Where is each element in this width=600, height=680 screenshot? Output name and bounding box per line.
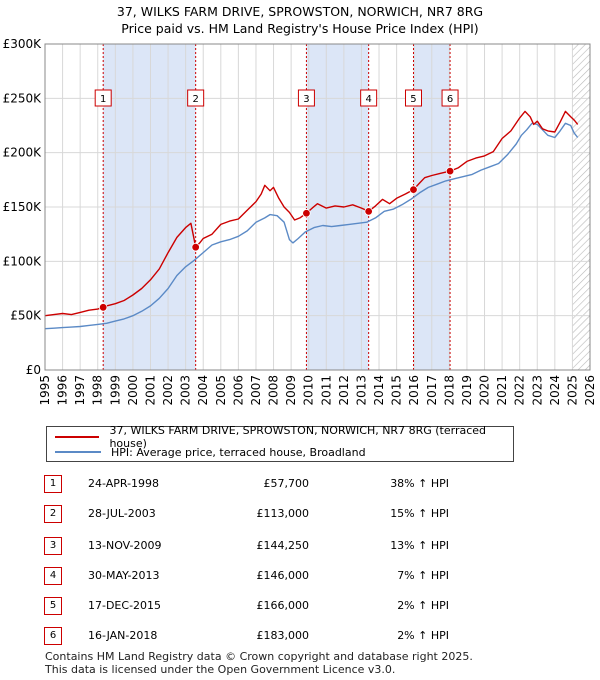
x-tick-label: 2025 — [565, 375, 579, 406]
transaction-price: £144,250 — [256, 539, 310, 552]
x-tick-label: 2026 — [583, 375, 597, 406]
transaction-number-badge: 6 — [44, 627, 62, 645]
transaction-hpi-diff: 15% ↑ HPI — [390, 507, 449, 520]
transaction-price: £113,000 — [256, 507, 310, 520]
sale-point-marker — [364, 207, 373, 216]
sale-point-marker — [191, 243, 200, 252]
x-tick-label: 1997 — [73, 375, 87, 406]
x-tick-label: 2021 — [495, 375, 509, 406]
transaction-number-badge: 1 — [44, 475, 62, 493]
sale-number-label: 5 — [410, 94, 416, 105]
transaction-number-badge: 5 — [44, 597, 62, 615]
x-tick-label: 2000 — [126, 375, 140, 406]
sale-number-label: 6 — [447, 94, 453, 105]
x-tick-label: 2016 — [407, 375, 421, 406]
transaction-price: £146,000 — [256, 569, 310, 582]
transaction-date: 13-NOV-2009 — [88, 539, 162, 552]
x-tick-label: 2011 — [319, 375, 333, 406]
x-tick-label: 2018 — [442, 375, 456, 406]
x-tick-label: 1995 — [38, 375, 52, 406]
transaction-price: £166,000 — [256, 599, 310, 612]
x-tick-label: 2006 — [231, 375, 245, 406]
sale-number-label: 2 — [192, 94, 198, 105]
sale-number-label: 1 — [100, 94, 106, 105]
legend: 37, WILKS FARM DRIVE, SPROWSTON, NORWICH… — [46, 424, 514, 462]
x-tick-label: 1998 — [91, 375, 105, 406]
x-tick-label: 2014 — [372, 375, 386, 406]
x-tick-label: 2010 — [302, 375, 316, 406]
legend-line-hpi-swatch — [55, 451, 101, 453]
sale-point-marker — [98, 303, 108, 312]
transaction-date: 16-JAN-2018 — [88, 629, 158, 642]
sale-number-box — [297, 89, 315, 107]
transaction-hpi-diff: 7% ↑ HPI — [397, 569, 449, 582]
sale-number-box — [360, 89, 378, 107]
price-paid-series-line — [44, 110, 579, 317]
y-tick-label: £250K — [3, 91, 43, 105]
x-tick-label: 2004 — [196, 375, 210, 406]
transaction-price: £183,000 — [256, 629, 310, 642]
sale-number-box — [404, 89, 422, 107]
y-tick-label: £200K — [3, 146, 43, 160]
plot-frame — [44, 43, 591, 371]
sale-number-box — [94, 89, 112, 107]
transaction-date: 28-JUL-2003 — [88, 507, 156, 520]
x-tick-label: 2001 — [143, 375, 157, 406]
x-tick-label: 2005 — [214, 375, 228, 406]
transaction-number-badge: 2 — [44, 505, 62, 523]
legend-label-hpi: HPI: Average price, terraced house, Broa… — [111, 445, 366, 459]
transaction-hpi-diff: 38% ↑ HPI — [390, 477, 449, 490]
sale-number-label: 3 — [303, 94, 309, 105]
x-tick-label: 2023 — [530, 375, 544, 406]
footer-licence: This data is licensed under the Open Gov… — [45, 663, 396, 676]
x-tick-label: 1999 — [108, 375, 122, 406]
x-tick-label: 2020 — [478, 375, 492, 406]
legend-label-price: 37, WILKS FARM DRIVE, SPROWSTON, NORWICH… — [109, 424, 486, 450]
chart-subtitle: Price paid vs. HM Land Registry's House … — [121, 21, 479, 36]
sale-number-box — [187, 89, 205, 107]
sale-point-marker — [445, 166, 455, 176]
transaction-hpi-diff: 13% ↑ HPI — [390, 539, 449, 552]
y-tick-label: £300K — [3, 37, 43, 51]
legend-line-price-swatch — [55, 436, 100, 438]
transaction-date: 30-MAY-2013 — [88, 569, 160, 582]
legend-item-hpi: HPI: Average price, terraced house, Broa… — [55, 445, 366, 459]
x-tick-label: 2009 — [284, 375, 298, 406]
sale-number-label: 4 — [365, 94, 371, 105]
transaction-price: £57,700 — [263, 477, 310, 490]
x-tick-label: 2013 — [354, 375, 368, 406]
transaction-hpi-diff: 2% ↑ HPI — [397, 629, 449, 642]
x-tick-label: 2019 — [460, 375, 474, 406]
x-tick-label: 2008 — [267, 375, 281, 406]
sale-point-marker — [302, 209, 311, 218]
transaction-hpi-diff: 2% ↑ HPI — [397, 599, 449, 612]
legend-item-price: 37, WILKS FARM DRIVE, SPROWSTON, NORWICH… — [55, 424, 513, 450]
y-tick-label: £150K — [3, 200, 43, 214]
sale-point-marker — [409, 185, 418, 194]
transaction-number-badge: 4 — [44, 567, 62, 585]
y-tick-label: £50K — [10, 309, 42, 323]
x-tick-label: 2015 — [390, 375, 404, 406]
x-tick-label: 2022 — [513, 375, 527, 406]
y-tick-label: £100K — [3, 254, 43, 268]
transaction-number-badge: 3 — [44, 537, 62, 555]
x-tick-label: 2017 — [425, 375, 439, 406]
hpi-series-line — [44, 122, 579, 330]
x-tick-label: 2002 — [161, 375, 175, 406]
transaction-date: 24-APR-1998 — [88, 477, 160, 490]
x-tick-label: 1996 — [56, 375, 70, 406]
x-tick-label: 2007 — [249, 375, 263, 406]
y-tick-label: £0 — [26, 363, 41, 377]
transaction-date: 17-DEC-2015 — [88, 599, 162, 612]
chart-title: 37, WILKS FARM DRIVE, SPROWSTON, NORWICH… — [116, 4, 484, 19]
x-tick-label: 2024 — [548, 375, 562, 406]
sale-number-box — [441, 89, 459, 107]
x-tick-label: 2012 — [337, 375, 351, 406]
footer-copyright: Contains HM Land Registry data © Crown c… — [45, 650, 473, 663]
x-tick-label: 2003 — [179, 375, 193, 406]
